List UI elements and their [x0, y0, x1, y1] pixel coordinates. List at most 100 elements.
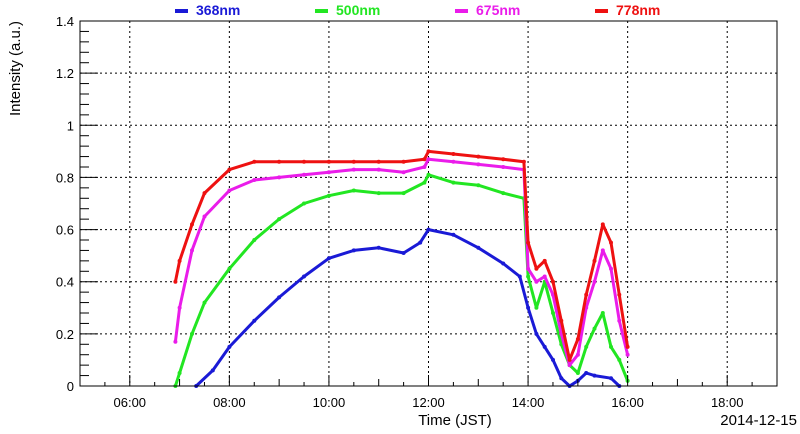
x-tick-label: 16:00: [611, 395, 644, 410]
data-point-778nm: [521, 159, 526, 164]
data-point-500nm: [177, 371, 182, 375]
y-tick-label: 0.8: [56, 170, 74, 185]
data-point-500nm: [190, 331, 194, 336]
data-point-368nm: [376, 245, 381, 250]
date-label: 2014-12-15: [720, 412, 797, 429]
data-point-778nm: [542, 258, 547, 263]
data-point-778nm: [501, 157, 506, 162]
data-point-675nm: [501, 165, 506, 169]
data-point-368nm: [426, 227, 431, 232]
data-point-778nm: [426, 149, 431, 154]
data-point-500nm: [401, 191, 406, 196]
grid: [80, 21, 777, 386]
y-tick-label: 0: [67, 379, 74, 394]
data-point-500nm: [227, 266, 232, 271]
data-point-675nm: [551, 292, 555, 297]
data-point-368nm: [252, 318, 257, 323]
data-point-500nm: [351, 188, 356, 193]
data-point-675nm: [177, 305, 182, 310]
data-point-778nm: [625, 344, 630, 349]
data-point-778nm: [575, 337, 580, 342]
x-tick-label: 10:00: [313, 395, 346, 410]
data-point-675nm: [451, 159, 456, 164]
data-point-675nm: [617, 318, 622, 323]
data-point-368nm: [401, 251, 406, 255]
data-point-778nm: [252, 159, 257, 164]
data-point-368nm: [210, 368, 215, 373]
data-point-675nm: [351, 167, 356, 172]
data-point-368nm: [277, 295, 282, 300]
data-point-368nm: [451, 232, 456, 237]
data-point-778nm: [526, 240, 531, 245]
data-point-500nm: [609, 344, 613, 349]
data-point-368nm: [517, 274, 522, 279]
data-point-500nm: [326, 193, 331, 198]
data-point-500nm: [451, 180, 456, 185]
data-point-675nm: [326, 170, 331, 175]
y-tick-label: 0.2: [56, 327, 74, 342]
x-tick-label: 08:00: [213, 395, 246, 410]
data-point-675nm: [575, 352, 580, 357]
data-point-778nm: [609, 240, 613, 245]
data-point-675nm: [376, 167, 381, 172]
data-point-778nm: [559, 318, 564, 323]
x-axis-label: Time (JST): [418, 412, 492, 429]
data-point-778nm: [401, 159, 406, 164]
y-tick-label: 0.6: [56, 223, 74, 238]
legend-label-368nm: 368nm: [196, 2, 240, 18]
data-point-778nm: [177, 258, 182, 263]
data-point-368nm: [534, 331, 539, 336]
data-point-368nm: [551, 357, 555, 362]
data-point-368nm: [584, 371, 589, 375]
data-point-675nm: [252, 178, 257, 182]
data-point-778nm: [326, 159, 331, 164]
data-point-675nm: [592, 279, 597, 284]
x-tick-label: 06:00: [114, 395, 147, 410]
data-point-500nm: [202, 300, 207, 305]
data-point-500nm: [575, 371, 580, 375]
data-point-675nm: [567, 363, 572, 368]
axis-ticks: 06:00 08:00 10:00 12:00 14:00 16:00 18:00 0 0.2 0…: [56, 14, 753, 410]
data-point-675nm: [600, 248, 605, 253]
data-point-500nm: [551, 311, 555, 315]
data-point-778nm: [584, 292, 589, 297]
data-point-500nm: [422, 180, 427, 185]
series-layer: [173, 149, 630, 388]
x-tick-label: 12:00: [412, 395, 445, 410]
data-point-778nm: [376, 159, 381, 164]
legend-label-778nm: 778nm: [616, 2, 660, 18]
data-point-675nm: [526, 266, 531, 271]
data-point-675nm: [559, 331, 564, 336]
y-tick-label: 1.2: [56, 66, 74, 81]
legend-label-675nm: 675nm: [476, 2, 520, 18]
data-point-675nm: [202, 214, 207, 219]
data-point-675nm: [625, 352, 630, 357]
data-point-778nm: [351, 159, 356, 164]
data-point-500nm: [302, 201, 306, 206]
y-tick-label: 1.4: [56, 14, 74, 29]
y-axis-label: Intensity (a.u.): [7, 21, 24, 116]
data-point-368nm: [326, 256, 331, 261]
data-point-778nm: [202, 191, 207, 196]
data-point-778nm: [476, 154, 481, 159]
data-point-368nm: [302, 274, 306, 279]
data-point-778nm: [190, 222, 194, 227]
data-point-778nm: [551, 279, 555, 284]
data-point-368nm: [542, 344, 547, 349]
data-point-778nm: [277, 159, 282, 164]
data-point-500nm: [501, 191, 506, 196]
data-point-500nm: [277, 217, 282, 222]
data-point-675nm: [422, 165, 427, 169]
data-point-500nm: [252, 238, 257, 242]
data-point-778nm: [227, 167, 232, 172]
data-point-675nm: [609, 266, 613, 271]
data-point-675nm: [426, 157, 431, 162]
y-tick-label: 1: [67, 118, 74, 133]
data-point-368nm: [351, 248, 356, 253]
data-point-675nm: [173, 339, 178, 344]
data-point-368nm: [476, 245, 481, 250]
data-point-778nm: [302, 159, 306, 164]
data-point-778nm: [567, 357, 572, 362]
data-point-368nm: [592, 373, 597, 378]
